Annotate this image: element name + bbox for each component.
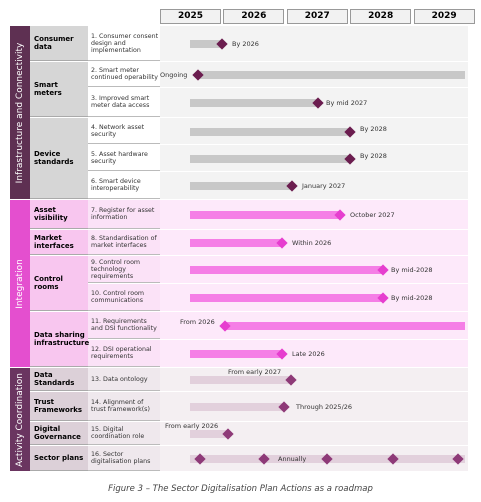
milestone-note: From early 2027 (228, 368, 282, 376)
row-bg (160, 422, 468, 445)
timeline-bar (190, 127, 350, 136)
milestone-note: Annually (278, 455, 307, 463)
milestone-note: By mid-2028 (391, 266, 433, 274)
action-label: 13. Data ontology (88, 368, 160, 391)
milestone-note: By 2028 (360, 124, 387, 133)
timeline-bar (190, 211, 340, 219)
section-title: Integration (15, 259, 25, 309)
year-header: 2025 (160, 9, 221, 24)
group-label: Market interfaces (30, 230, 88, 255)
timeline-bar (190, 154, 350, 163)
milestone-note: Within 2026 (292, 239, 332, 247)
section-band (10, 368, 30, 471)
milestone-note: By mid 2027 (326, 99, 368, 107)
milestone-note: Late 2026 (292, 350, 325, 358)
row-bg (160, 368, 468, 391)
action-label: 11. Requirements and DSI functionality (88, 312, 160, 339)
action-label: 4. Network asset security (88, 118, 160, 144)
group-label: Sector plans (30, 446, 88, 471)
year-header: 2028 (350, 9, 412, 24)
timeline-bar (190, 99, 318, 107)
action-label: 14. Alignment of trust framework(s) (88, 392, 160, 421)
action-label: 9. Control room technology requirements (88, 256, 160, 283)
milestone-note: By mid-2028 (391, 294, 433, 302)
milestone-note: From early 2026 (165, 422, 219, 430)
group-label: Trust Frameworks (30, 392, 88, 421)
milestone-note: October 2027 (350, 211, 395, 219)
caption: Figure 3 – The Sector Digitalisation Pla… (108, 484, 373, 494)
timeline-bar (190, 266, 383, 274)
timeline-bar (190, 182, 292, 190)
action-label: 16. Sector digitalisation plans (88, 446, 160, 471)
timeline-bar (190, 239, 282, 247)
timeline-bar (190, 294, 383, 302)
timeline-bar (190, 403, 284, 411)
milestone-note: By 2028 (360, 151, 387, 160)
year-header: 2029 (413, 9, 475, 24)
timeline-bar (225, 322, 465, 330)
section-title: Infrastructure and Connectivity (15, 42, 25, 184)
group-label: Data Standards (30, 368, 88, 391)
section-title: Activity Coordination (15, 372, 25, 468)
section-band (10, 200, 30, 367)
milestone-note: Through 2025/26 (296, 403, 353, 411)
action-label: 10. Control room communications (88, 284, 160, 311)
group-label: Consumer data (30, 26, 88, 61)
action-label: 15. Digital coordination role (88, 422, 160, 445)
timeline-bar (190, 376, 291, 384)
milestone-note: January 2027 (302, 182, 346, 190)
milestone-note: Ongoing (160, 71, 188, 79)
group-label: Device standards (30, 118, 88, 199)
timeline-bar (198, 71, 465, 79)
group-label: Control rooms (30, 256, 88, 311)
milestone-note: By 2026 (232, 40, 259, 48)
year-header: 2027 (286, 9, 348, 24)
timeline-bar (190, 40, 222, 48)
action-label: 1. Consumer consent design and implement… (88, 26, 160, 61)
group-label: Data sharing infrastructure (30, 312, 89, 367)
action-label: 3. Improved smart meter data access (88, 88, 160, 117)
timeline-bar (190, 350, 282, 358)
section-band (10, 26, 30, 199)
group-label: Asset visibility (30, 200, 88, 229)
group-label: Digital Governance (30, 422, 88, 445)
year-header: 2026 (223, 9, 285, 24)
action-label: 2. Smart meter continued operability (88, 62, 160, 87)
action-label: 12. DSI operational requirements (88, 340, 160, 367)
action-label: 5. Asset hardware security (88, 145, 160, 171)
timeline-bar (190, 430, 228, 438)
action-label: 8. Standardisation of market interfaces (88, 230, 160, 255)
action-label: 7. Register for asset information (88, 200, 160, 229)
milestone-note: From 2026 (180, 318, 215, 326)
group-label: Smart meters (30, 62, 88, 117)
action-label: 6. Smart device interoperability (88, 172, 160, 199)
